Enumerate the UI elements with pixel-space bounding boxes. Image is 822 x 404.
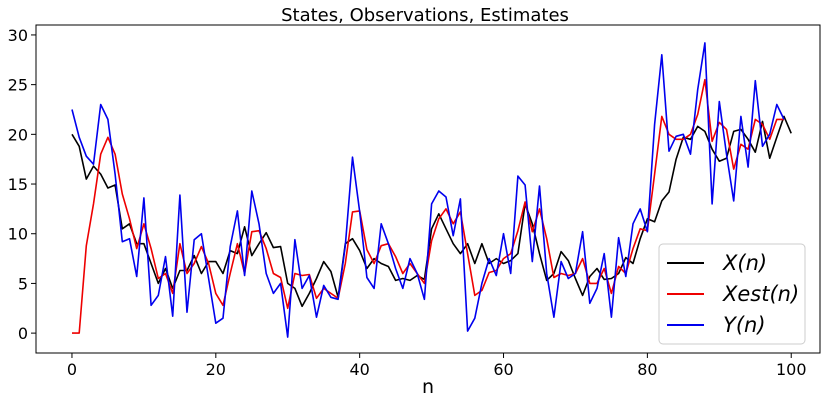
- x-axis: 0 20 40 60 80 100: [67, 353, 807, 379]
- x-tick-label: 20: [206, 360, 226, 379]
- x-tick-label: 60: [493, 360, 513, 379]
- x-tick-label: 0: [67, 360, 77, 379]
- x-tick-label: 100: [776, 360, 807, 379]
- y-axis: 0 5 10 15 20 25 30: [8, 26, 36, 343]
- x-tick-label: 80: [637, 360, 657, 379]
- y-tick-label: 15: [8, 175, 28, 194]
- legend-label-1: Xest(n): [722, 282, 799, 306]
- y-tick-label: 30: [8, 26, 28, 45]
- y-tick-label: 10: [8, 225, 28, 244]
- x-tick-label: 40: [349, 360, 369, 379]
- series-line-2: [71, 42, 785, 338]
- y-tick-label: 25: [8, 76, 28, 95]
- legend-label-0: X(n): [722, 251, 767, 275]
- y-tick-label: 5: [18, 274, 28, 293]
- y-tick-label: 0: [18, 324, 28, 343]
- y-tick-label: 20: [8, 125, 28, 144]
- plot-frame: [35, 24, 821, 354]
- x-axis-label: n: [422, 376, 434, 398]
- legend: X(n) Xest(n) Y(n): [658, 243, 806, 345]
- series-layer: [71, 42, 792, 338]
- legend-label-2: Y(n): [723, 313, 766, 337]
- chart-title: States, Observations, Estimates: [281, 5, 569, 26]
- plot-area: [35, 24, 821, 354]
- legend-box: [658, 243, 806, 345]
